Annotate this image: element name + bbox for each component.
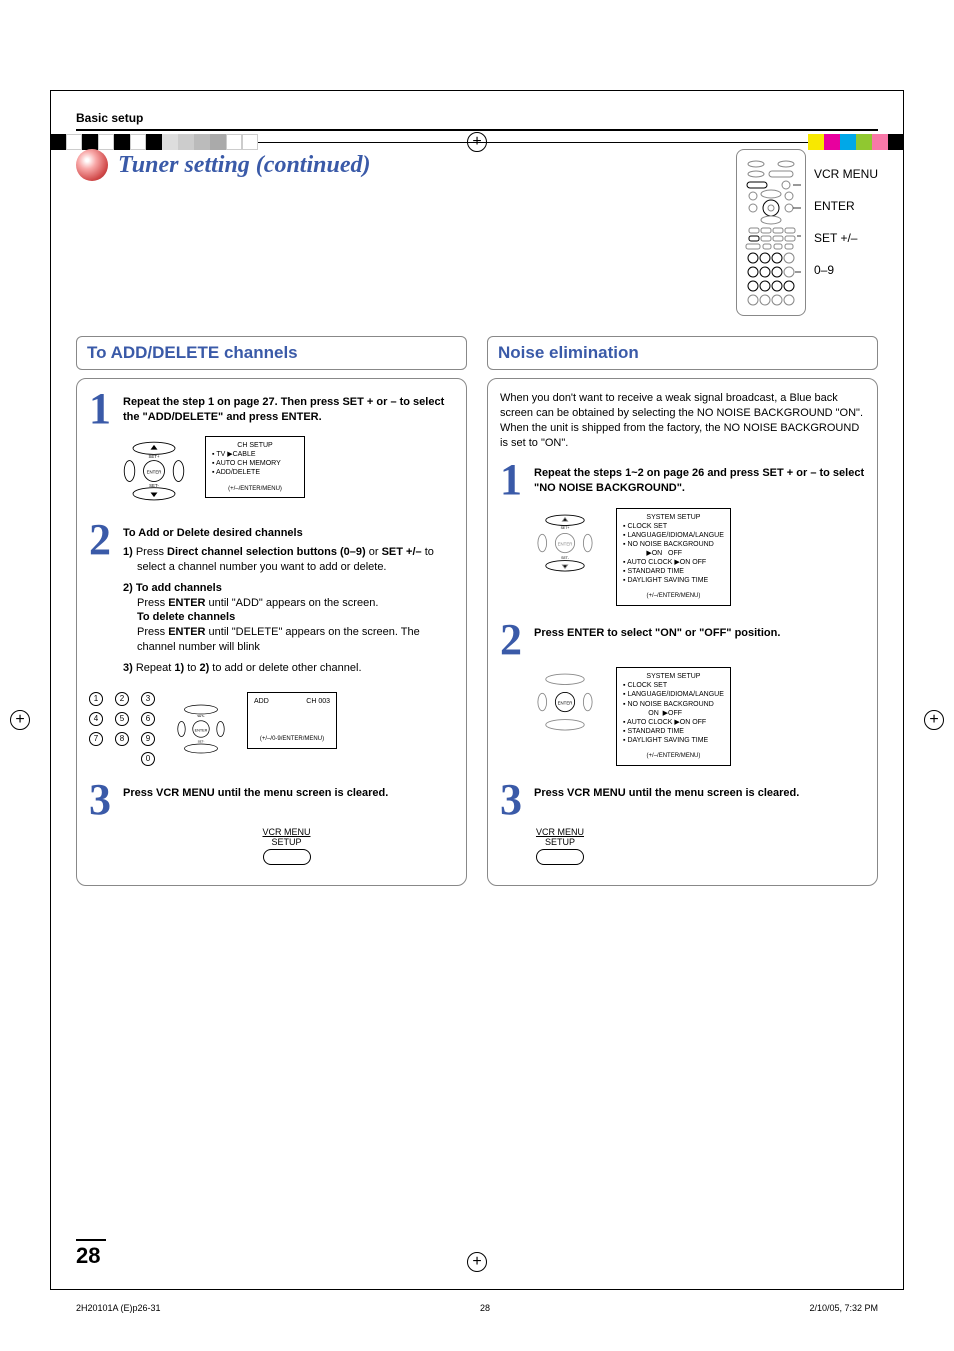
right-title: Noise elimination	[498, 343, 867, 363]
osd-ch-setup: CH SETUP ▪ TV ▶CABLE ▪ AUTO CH MEMORY ▪ …	[205, 436, 305, 498]
dpad-icon-2: ENTER SET+ SET-	[171, 699, 231, 759]
dpad-icon-3: ENTER SET+ SET-	[530, 508, 600, 578]
page-number: 28	[76, 1239, 106, 1269]
left-step2-num: 2	[89, 522, 115, 682]
registration-mark-right	[924, 710, 944, 730]
page-frame: Basic setup Tuner setting (continued)	[50, 90, 904, 1290]
left-step1-num: 1	[89, 391, 115, 426]
left-step2-item1: 1) Press Direct channel selection button…	[123, 545, 454, 575]
footer-meta: 2H20101A (E)p26-31 28 2/10/05, 7:32 PM	[51, 1303, 903, 1313]
svg-text:SET-: SET-	[561, 555, 570, 559]
registration-mark-left	[10, 710, 30, 730]
left-step3-text: Press VCR MENU until the menu screen is …	[123, 782, 388, 817]
footer-file: 2H20101A (E)p26-31	[76, 1303, 161, 1313]
right-intro: When you don't want to receive a weak si…	[500, 391, 865, 450]
svg-text:ENTER: ENTER	[195, 728, 208, 732]
right-step1-text: Repeat the steps 1~2 on page 26 and pres…	[534, 462, 865, 497]
svg-text:SET-: SET-	[149, 483, 159, 488]
svg-text:SET+: SET+	[561, 526, 570, 530]
svg-text:SET+: SET+	[148, 454, 159, 459]
remote-label-vcrmenu: VCR MENU	[814, 167, 878, 181]
page-title: Tuner setting (continued)	[118, 152, 370, 179]
remote-label-enter: ENTER	[814, 199, 878, 213]
right-step3-text: Press VCR MENU until the menu screen is …	[534, 782, 799, 817]
svg-text:ENTER: ENTER	[558, 541, 573, 546]
vcr-menu-button-icon: VCR MENU SETUP	[119, 827, 454, 865]
svg-text:SET+: SET+	[197, 714, 205, 718]
numpad-icon: 123 456 789 0	[89, 692, 159, 766]
remote-icon	[741, 156, 801, 306]
right-step2-num: 2	[500, 622, 526, 657]
svg-text:ENTER: ENTER	[147, 470, 162, 475]
remote-label-set: SET +/–	[814, 231, 878, 245]
right-column: Noise elimination When you don't want to…	[487, 336, 878, 886]
osd-system-2: SYSTEM SETUP ▪ CLOCK SET ▪ LANGUAGE/IDIO…	[616, 667, 731, 766]
right-step3-num: 3	[500, 782, 526, 817]
dpad-icon: ENTER SET+ SET-	[119, 436, 189, 506]
svg-text:SET-: SET-	[198, 739, 205, 743]
osd-system-1: SYSTEM SETUP ▪ CLOCK SET ▪ LANGUAGE/IDIO…	[616, 508, 731, 607]
left-step1-text: Repeat the step 1 on page 27. Then press…	[123, 391, 454, 426]
left-step2-item3: 3) Repeat 1) to 2) to add or delete othe…	[123, 661, 454, 676]
dpad-icon-4: ENTER	[530, 667, 600, 737]
left-step2-item2: 2) To add channels Press ENTER until "AD…	[123, 581, 454, 655]
svg-text:ENTER: ENTER	[558, 701, 573, 706]
left-title: To ADD/DELETE channels	[87, 343, 456, 363]
section-header: Basic setup	[76, 111, 878, 131]
remote-label-09: 0–9	[814, 263, 878, 277]
osd-add: ADDCH 003 (+/–/0-9/ENTER/MENU)	[247, 692, 337, 749]
left-step2-heading: To Add or Delete desired channels	[123, 526, 454, 541]
footer-page: 28	[480, 1303, 490, 1313]
right-step1-num: 1	[500, 462, 526, 497]
remote-diagram: VCR MENU ENTER SET +/– 0–9	[736, 149, 878, 316]
right-step2-text: Press ENTER to select "ON" or "OFF" posi…	[534, 622, 780, 657]
title-ball-icon	[76, 149, 108, 181]
registration-mark-bottom	[467, 1252, 487, 1272]
left-step3-num: 3	[89, 782, 115, 817]
footer-timestamp: 2/10/05, 7:32 PM	[809, 1303, 878, 1313]
vcr-menu-button-icon-2: VCR MENU SETUP	[530, 827, 590, 865]
left-column: To ADD/DELETE channels 1 Repeat the step…	[76, 336, 467, 886]
